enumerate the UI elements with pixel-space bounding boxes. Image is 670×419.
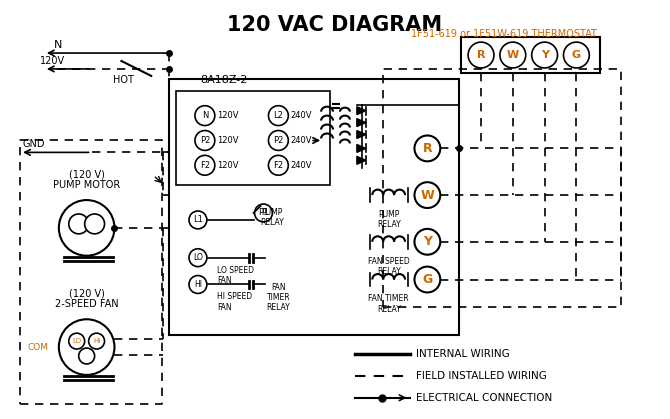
Text: 240V: 240V — [290, 161, 312, 170]
Bar — [461, 37, 600, 73]
Circle shape — [195, 106, 215, 126]
Text: 120 VAC DIAGRAM: 120 VAC DIAGRAM — [227, 16, 443, 35]
Text: PUMP
RELAY: PUMP RELAY — [377, 210, 401, 229]
Polygon shape — [357, 107, 366, 115]
Circle shape — [415, 135, 440, 161]
Text: ELECTRICAL CONNECTION: ELECTRICAL CONNECTION — [417, 393, 553, 403]
Text: P2: P2 — [200, 136, 210, 145]
Text: LO: LO — [193, 253, 203, 262]
Text: GND: GND — [22, 140, 45, 150]
Text: HOT: HOT — [113, 75, 135, 85]
Text: L2: L2 — [273, 111, 283, 120]
Circle shape — [269, 155, 288, 175]
Circle shape — [69, 214, 88, 234]
Circle shape — [59, 319, 115, 375]
Text: PUMP
RELAY: PUMP RELAY — [261, 208, 284, 228]
Text: W: W — [421, 189, 434, 202]
Text: INTERNAL WIRING: INTERNAL WIRING — [417, 349, 511, 359]
Text: Y: Y — [541, 50, 549, 60]
Text: LO SPEED
FAN: LO SPEED FAN — [217, 266, 254, 285]
Text: FIELD INSTALLED WIRING: FIELD INSTALLED WIRING — [417, 371, 547, 381]
Circle shape — [88, 333, 105, 349]
Text: N: N — [202, 111, 208, 120]
Circle shape — [189, 276, 207, 293]
Circle shape — [415, 229, 440, 255]
Circle shape — [269, 106, 288, 126]
Circle shape — [532, 42, 557, 68]
Text: 240V: 240V — [290, 136, 312, 145]
Text: Y: Y — [423, 235, 432, 248]
Circle shape — [468, 42, 494, 68]
Circle shape — [189, 211, 207, 229]
Text: (120 V): (120 V) — [69, 288, 105, 298]
Text: (120 V): (120 V) — [69, 169, 105, 179]
Polygon shape — [357, 119, 366, 127]
Text: L1: L1 — [193, 215, 203, 225]
Text: HI SPEED
FAN: HI SPEED FAN — [217, 292, 252, 312]
Text: LO: LO — [72, 338, 81, 344]
Circle shape — [269, 131, 288, 150]
Text: PUMP MOTOR: PUMP MOTOR — [53, 180, 121, 190]
Circle shape — [255, 204, 273, 222]
Circle shape — [415, 182, 440, 208]
Text: COM: COM — [28, 343, 49, 352]
Bar — [176, 91, 330, 185]
Circle shape — [189, 249, 207, 266]
Text: 1F51-619 or 1F51W-619 THERMOSTAT: 1F51-619 or 1F51W-619 THERMOSTAT — [411, 29, 597, 39]
Text: HI: HI — [93, 338, 100, 344]
Text: G: G — [422, 273, 433, 286]
Text: G: G — [572, 50, 581, 60]
Text: F2: F2 — [200, 161, 210, 170]
Text: N: N — [54, 40, 62, 50]
Text: 240V: 240V — [290, 111, 312, 120]
Text: R: R — [477, 50, 485, 60]
Text: 120V: 120V — [217, 136, 239, 145]
Polygon shape — [357, 145, 366, 153]
Circle shape — [69, 333, 84, 349]
Text: FAN
TIMER
RELAY: FAN TIMER RELAY — [267, 282, 290, 312]
Text: 120V: 120V — [40, 56, 65, 66]
Text: 2-SPEED FAN: 2-SPEED FAN — [55, 299, 119, 309]
Circle shape — [563, 42, 590, 68]
Circle shape — [195, 131, 215, 150]
Circle shape — [84, 214, 105, 234]
Text: 120V: 120V — [217, 111, 239, 120]
Polygon shape — [357, 131, 366, 138]
Text: R: R — [423, 142, 432, 155]
Text: HI: HI — [194, 280, 202, 289]
Text: FAN TIMER
RELAY: FAN TIMER RELAY — [369, 295, 409, 314]
Text: 8A18Z-2: 8A18Z-2 — [200, 75, 247, 85]
Text: 120V: 120V — [217, 161, 239, 170]
Bar — [169, 79, 459, 335]
Polygon shape — [357, 156, 366, 164]
Text: P1: P1 — [259, 209, 269, 217]
Circle shape — [195, 155, 215, 175]
Text: FAN SPEED
RELAY: FAN SPEED RELAY — [368, 257, 409, 276]
Text: F2: F2 — [273, 161, 283, 170]
Text: P2: P2 — [273, 136, 283, 145]
Circle shape — [500, 42, 526, 68]
Circle shape — [59, 200, 115, 256]
Circle shape — [78, 348, 94, 364]
Circle shape — [415, 266, 440, 292]
Text: W: W — [507, 50, 519, 60]
